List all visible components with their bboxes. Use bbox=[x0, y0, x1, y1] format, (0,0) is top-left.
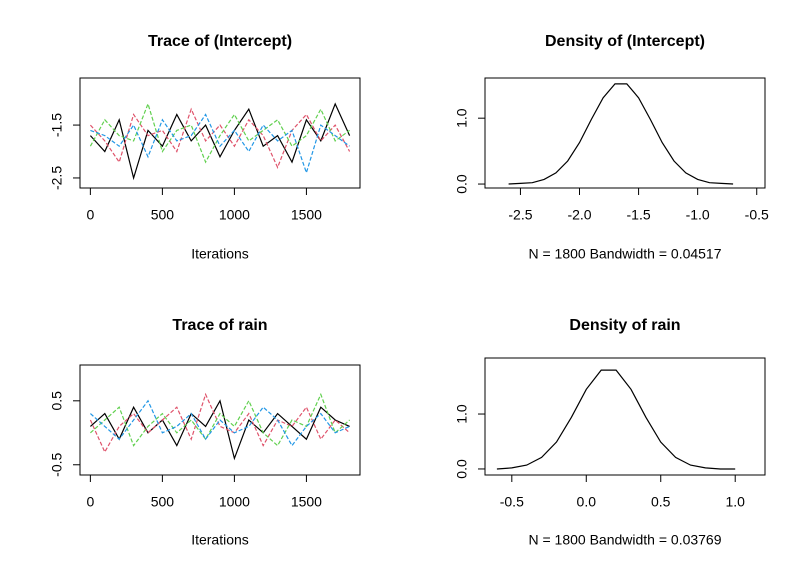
panel-title: Density of (Intercept) bbox=[545, 33, 705, 50]
series-line bbox=[89, 107, 351, 169]
x-tick-label: 1000 bbox=[219, 494, 250, 510]
plot-frame bbox=[484, 357, 766, 476]
plot-frame bbox=[79, 77, 361, 189]
series-line bbox=[89, 102, 351, 181]
x-axis-label: Iterations bbox=[191, 532, 249, 548]
x-tick-label: 1500 bbox=[291, 207, 322, 223]
series-line bbox=[508, 83, 734, 185]
x-axis-label: N = 1800 Bandwidth = 0.03769 bbox=[528, 532, 721, 548]
y-tick-label: 1.0 bbox=[454, 404, 470, 424]
x-tick-label: 0.0 bbox=[577, 494, 597, 510]
x-tick-label: 500 bbox=[151, 207, 175, 223]
x-tick-label: -1.0 bbox=[686, 207, 710, 223]
x-tick-label: 0.5 bbox=[651, 494, 671, 510]
y-tick-label: 0.0 bbox=[454, 174, 470, 194]
y-tick-label: -2.5 bbox=[49, 166, 65, 190]
x-tick-label: 0 bbox=[86, 207, 94, 223]
series-line bbox=[90, 392, 350, 447]
panel-title: Density of rain bbox=[569, 317, 680, 334]
plot-frame bbox=[79, 364, 361, 476]
x-tick-label: 1500 bbox=[291, 494, 322, 510]
x-tick-label: 500 bbox=[151, 494, 175, 510]
x-tick-label: 0 bbox=[86, 494, 94, 510]
series-line bbox=[89, 102, 350, 164]
series-line bbox=[90, 399, 350, 461]
panel-title: Trace of (Intercept) bbox=[148, 33, 292, 50]
panel-title: Trace of rain bbox=[172, 317, 267, 334]
y-tick-label: 0.0 bbox=[454, 459, 470, 479]
x-tick-label: 1000 bbox=[219, 207, 250, 223]
x-tick-label: -2.0 bbox=[567, 207, 591, 223]
y-tick-label: 1.0 bbox=[454, 108, 470, 128]
x-tick-label: -1.5 bbox=[627, 207, 651, 223]
x-tick-label: -0.5 bbox=[500, 494, 524, 510]
y-tick-label: -1.5 bbox=[49, 113, 65, 137]
x-tick-label: 1.0 bbox=[725, 494, 745, 510]
x-axis-label: N = 1800 Bandwidth = 0.04517 bbox=[528, 246, 721, 262]
x-axis-label: Iterations bbox=[191, 246, 249, 262]
plot-frame bbox=[484, 77, 766, 189]
y-tick-label: -0.5 bbox=[49, 452, 65, 476]
x-tick-label: -0.5 bbox=[745, 207, 769, 223]
series-line bbox=[90, 399, 350, 447]
y-tick-label: 0.5 bbox=[49, 391, 65, 411]
series-line bbox=[90, 113, 350, 175]
series-line bbox=[496, 369, 736, 470]
x-tick-label: -2.5 bbox=[508, 207, 532, 223]
